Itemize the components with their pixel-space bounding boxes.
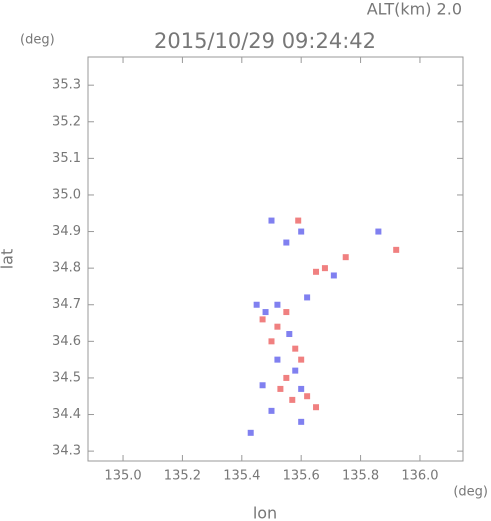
y-tick-label: 34.3 xyxy=(52,444,81,459)
echo-point xyxy=(393,246,400,253)
echo-point xyxy=(268,217,275,224)
y-tick-label: 35.3 xyxy=(52,78,81,93)
y-tick-label: 34.5 xyxy=(52,370,81,385)
echo-point xyxy=(298,356,305,363)
echo-point xyxy=(342,254,349,261)
echo-point xyxy=(262,309,269,316)
echo-point xyxy=(259,382,266,389)
echo-point xyxy=(274,323,281,330)
y-tick-label: 34.7 xyxy=(52,297,81,312)
x-tick-label: 135.6 xyxy=(283,469,320,484)
y-tick-label: 35.0 xyxy=(52,187,81,202)
echo-point xyxy=(321,265,328,272)
echo-point xyxy=(283,239,290,246)
y-tick-label: 34.8 xyxy=(52,261,81,276)
plot-frame xyxy=(87,56,464,462)
echo-point xyxy=(274,301,281,308)
echo-point xyxy=(375,228,382,235)
echo-point xyxy=(304,294,311,301)
y-tick-label: 34.4 xyxy=(52,407,81,422)
y-axis-label: lat xyxy=(0,249,17,270)
x-tick-label: 135.0 xyxy=(104,469,141,484)
altitude-annotation: ALT(km) 2.0 xyxy=(367,0,462,19)
echo-point xyxy=(295,217,302,224)
echo-point xyxy=(286,331,293,338)
echo-point xyxy=(298,385,305,392)
x-tick-label: 135.8 xyxy=(342,469,379,484)
echo-point xyxy=(313,404,320,411)
y-unit: (deg) xyxy=(20,33,55,48)
echo-point xyxy=(313,268,320,275)
echo-point xyxy=(289,396,296,403)
x-unit: (deg) xyxy=(453,485,488,500)
echo-point xyxy=(253,301,260,308)
echo-point xyxy=(247,429,254,436)
echo-point xyxy=(292,345,299,352)
echo-point xyxy=(259,316,266,323)
echo-point xyxy=(298,228,305,235)
x-axis-label: lon xyxy=(253,504,277,521)
echo-point xyxy=(283,309,290,316)
chart-title: 2015/10/29 09:24:42 xyxy=(154,29,376,53)
y-tick-label: 34.6 xyxy=(52,334,81,349)
x-tick-label: 135.2 xyxy=(164,469,201,484)
y-tick-label: 35.2 xyxy=(52,114,81,129)
y-tick-label: 34.9 xyxy=(52,224,81,239)
echo-point xyxy=(292,367,299,374)
y-tick-label: 35.1 xyxy=(52,151,81,166)
echo-point xyxy=(283,374,290,381)
echo-point xyxy=(304,393,311,400)
echo-point xyxy=(274,356,281,363)
echo-point xyxy=(298,418,305,425)
echo-point xyxy=(330,272,337,279)
echo-point xyxy=(268,407,275,414)
x-tick-label: 135.4 xyxy=(223,469,260,484)
x-tick-label: 136.0 xyxy=(401,469,438,484)
echo-point xyxy=(268,338,275,345)
echo-point xyxy=(277,385,284,392)
